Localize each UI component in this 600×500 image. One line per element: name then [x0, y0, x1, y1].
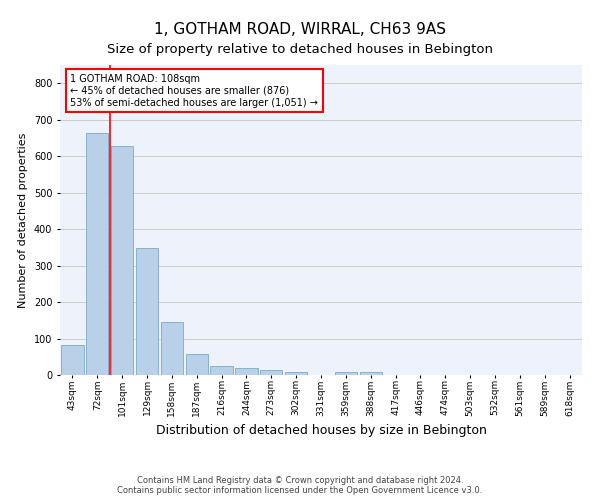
Bar [260, 370, 283, 375]
Bar [211, 366, 233, 375]
Bar [235, 368, 257, 375]
Text: 1, GOTHAM ROAD, WIRRAL, CH63 9AS: 1, GOTHAM ROAD, WIRRAL, CH63 9AS [154, 22, 446, 38]
Text: Contains HM Land Registry data © Crown copyright and database right 2024.
Contai: Contains HM Land Registry data © Crown c… [118, 476, 482, 495]
Bar [136, 248, 158, 375]
X-axis label: Distribution of detached houses by size in Bebington: Distribution of detached houses by size … [155, 424, 487, 437]
Y-axis label: Number of detached properties: Number of detached properties [19, 132, 28, 308]
Bar [86, 133, 109, 375]
Bar [285, 372, 307, 375]
Text: Size of property relative to detached houses in Bebington: Size of property relative to detached ho… [107, 42, 493, 56]
Text: 1 GOTHAM ROAD: 108sqm
← 45% of detached houses are smaller (876)
53% of semi-det: 1 GOTHAM ROAD: 108sqm ← 45% of detached … [70, 74, 319, 108]
Bar [359, 372, 382, 375]
Bar [61, 344, 83, 375]
Bar [335, 372, 357, 375]
Bar [111, 146, 133, 375]
Bar [185, 354, 208, 375]
Bar [161, 322, 183, 375]
